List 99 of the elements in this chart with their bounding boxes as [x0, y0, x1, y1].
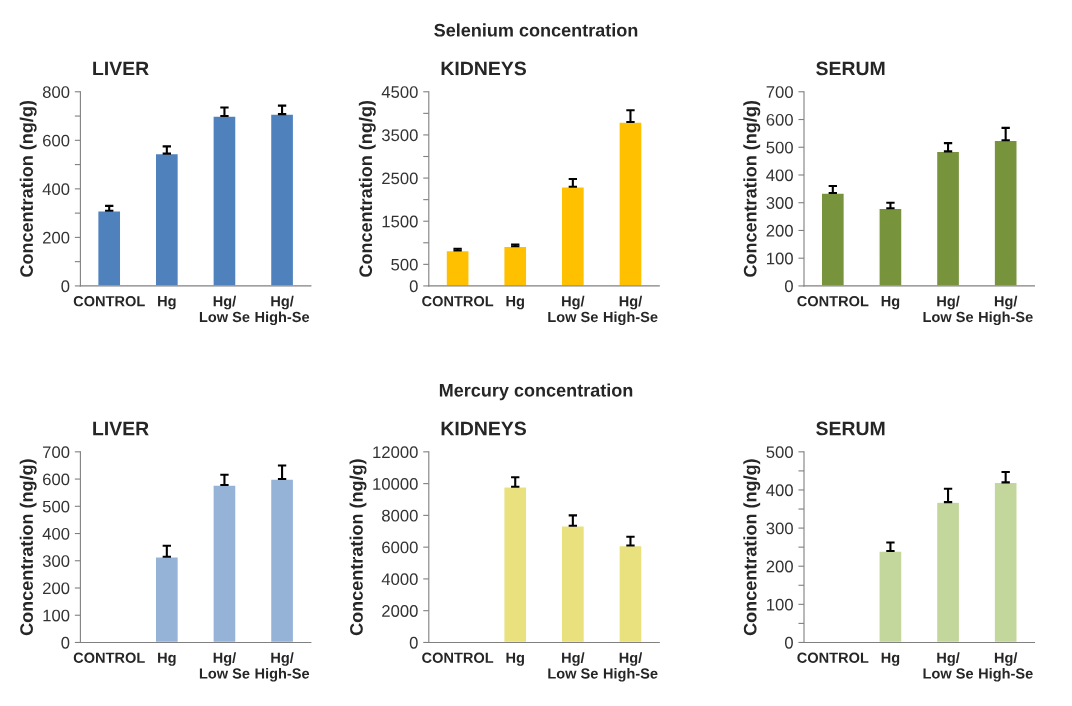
x-tick-label: Hg/ Low Se	[923, 295, 974, 323]
y-tick-label: 0	[61, 636, 70, 649]
x-tick-label: Hg	[506, 652, 524, 666]
bar	[269, 478, 295, 643]
bar	[269, 113, 295, 286]
y-axis-title: Concentration (ng/g)	[19, 100, 37, 277]
x-tick-label: Hg	[158, 296, 176, 310]
x-tick-label: Hg/ High-Se	[255, 295, 310, 326]
x-tick-label: Hg/ High-Se	[979, 295, 1033, 326]
chart-title: KIDNEYS	[441, 421, 526, 436]
x-tick-label: Hg	[881, 296, 900, 310]
x-tick-label: CONTROL	[422, 296, 494, 307]
y-tick-label: 1500	[382, 215, 418, 228]
x-tick-label: Hg	[158, 652, 176, 666]
bar	[935, 501, 961, 643]
bar	[993, 139, 1018, 286]
y-axis-title: Concentration (ng/g)	[19, 459, 37, 636]
x-tick-label: CONTROL	[422, 652, 494, 663]
y-tick-label: 800	[42, 86, 70, 98]
y-tick-label: 0	[784, 280, 793, 293]
bar	[154, 152, 180, 286]
y-tick-label: 12000	[373, 446, 418, 459]
y-tick-label: 200	[766, 560, 793, 573]
x-tick-label: Hg/ Low Se	[548, 652, 598, 679]
chart-title: SERUM	[816, 421, 885, 436]
y-tick-label: 600	[43, 134, 70, 147]
y-tick-label: 0	[409, 636, 418, 649]
bar	[212, 484, 237, 643]
bar	[878, 550, 903, 643]
y-axis-title: Concentration (ng/g)	[358, 100, 376, 277]
bar	[96, 210, 122, 286]
x-tick-label: Hg	[881, 652, 900, 666]
y-tick-label: 6000	[382, 541, 418, 554]
bar	[935, 150, 961, 286]
y-tick-label: 2500	[382, 172, 418, 185]
y-tick-label: 500	[766, 141, 793, 154]
x-tick-label: Hg/ High-Se	[603, 652, 658, 682]
y-tick-label: 3500	[381, 129, 418, 142]
y-tick-label: 400	[42, 183, 70, 196]
chart-title: LIVER	[93, 421, 149, 436]
x-tick-label: Hg	[506, 296, 524, 310]
x-tick-label: CONTROL	[797, 652, 869, 663]
y-tick-label: 500	[42, 500, 70, 513]
y-axis-title: Concentration (ng/g)	[743, 100, 761, 277]
text: Selenium concentration	[434, 23, 638, 37]
y-tick-label: 400	[766, 169, 793, 182]
y-tick-label: 400	[42, 527, 70, 540]
y-tick-label: 100	[43, 609, 70, 622]
x-tick-label: Hg/ Low Se	[199, 295, 250, 323]
bar	[820, 192, 846, 286]
x-tick-label: Hg/ Low Se	[923, 652, 974, 679]
y-tick-label: 10000	[373, 478, 418, 490]
x-tick-label: Hg/ Low Se	[199, 652, 250, 679]
y-tick-label: 300	[766, 197, 793, 209]
bar	[560, 186, 586, 286]
y-tick-label: 500	[391, 258, 418, 271]
x-tick-label: Hg/ High-Se	[979, 652, 1033, 682]
y-tick-label: 0	[409, 280, 418, 293]
bar	[503, 486, 528, 643]
chart-title: KIDNEYS	[441, 61, 526, 76]
y-tick-label: 200	[43, 582, 70, 595]
y-tick-label: 200	[766, 224, 793, 237]
y-tick-label: 0	[61, 280, 70, 293]
bar	[618, 544, 643, 643]
bar	[503, 245, 528, 286]
y-tick-label: 200	[43, 231, 70, 244]
bar	[993, 481, 1018, 643]
bar	[618, 121, 643, 286]
y-tick-label: 300	[766, 522, 793, 535]
chart-title: LIVER	[93, 61, 149, 76]
y-tick-label: 0	[784, 636, 793, 649]
y-tick-label: 300	[42, 555, 70, 567]
y-tick-label: 500	[766, 446, 793, 459]
x-tick-label: Hg/ High-Se	[255, 652, 310, 682]
y-tick-label: 700	[766, 86, 793, 98]
y-tick-label: 700	[43, 446, 70, 459]
chart-title: SERUM	[816, 61, 885, 76]
x-tick-label: CONTROL	[73, 296, 145, 307]
y-axis-title: Concentration (ng/g)	[743, 459, 761, 636]
y-tick-label: 600	[43, 473, 70, 486]
bar	[154, 555, 180, 643]
y-tick-label: 100	[767, 252, 793, 265]
y-tick-label: 4500	[381, 86, 418, 98]
y-axis-title: Concentration (ng/g)	[349, 459, 367, 636]
y-tick-label: 2000	[382, 605, 418, 617]
y-tick-label: 400	[766, 484, 793, 497]
x-tick-label: CONTROL	[797, 296, 869, 307]
x-tick-label: Hg/ High-Se	[603, 295, 658, 326]
x-tick-label: Hg/ Low Se	[548, 295, 598, 323]
bar	[212, 115, 237, 286]
y-tick-label: 600	[766, 113, 793, 126]
text: Mercury concentration	[439, 383, 633, 401]
y-tick-label: 8000	[382, 509, 418, 522]
y-tick-label: 100	[767, 598, 793, 611]
bar	[560, 525, 586, 643]
x-tick-label: CONTROL	[73, 652, 145, 663]
bar	[878, 207, 903, 286]
bar	[445, 249, 470, 286]
y-tick-label: 4000	[381, 573, 418, 586]
